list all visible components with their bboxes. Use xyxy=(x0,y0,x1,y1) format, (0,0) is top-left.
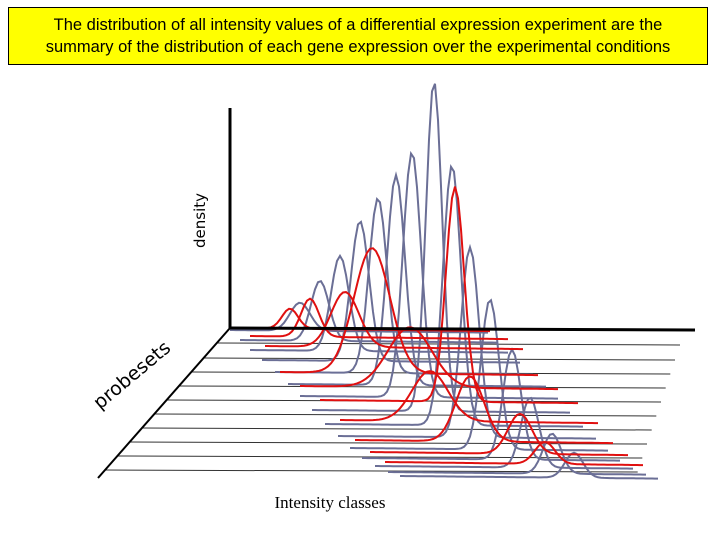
red-distribution-curve xyxy=(320,186,578,405)
red-distribution-curve xyxy=(300,326,558,391)
floor-line xyxy=(104,469,638,473)
gray-distribution-curve xyxy=(240,279,498,344)
intensity-label: Intensity classes xyxy=(275,493,386,512)
gray-distribution-curve xyxy=(350,298,608,452)
gray-distribution-curve xyxy=(388,432,646,476)
probesets-axis xyxy=(97,327,231,479)
red-distribution-curve xyxy=(265,291,523,351)
floor-line xyxy=(117,455,643,459)
gray-distribution-curve xyxy=(262,220,520,364)
floor-line xyxy=(154,413,657,417)
gray-distribution-curve xyxy=(300,150,558,400)
red-distribution-curve xyxy=(340,370,598,425)
gray-distribution-curve xyxy=(312,83,570,414)
floor-line xyxy=(129,441,648,445)
intensity-axis xyxy=(229,326,696,332)
floor-line xyxy=(141,427,652,431)
red-distribution-curve xyxy=(355,375,613,445)
probesets-label: probesets xyxy=(89,337,175,414)
red-distribution-curve xyxy=(385,440,643,467)
title-line-2: summary of the distribution of each gene… xyxy=(45,38,671,56)
density-label: density xyxy=(191,193,209,248)
red-curves xyxy=(232,186,643,467)
gray-distribution-curve xyxy=(400,451,658,480)
red-distribution-curve xyxy=(370,412,628,457)
gray-distribution-curve xyxy=(375,396,633,470)
title-line-1: The distribution of all intensity values… xyxy=(53,16,663,34)
gray-distribution-curve xyxy=(338,243,596,440)
title-banner: The distribution of all intensity values… xyxy=(8,7,708,65)
gray-distribution-curve xyxy=(288,171,546,388)
red-distribution-curve xyxy=(250,297,508,341)
red-distribution-curve xyxy=(280,247,538,377)
floor-line xyxy=(178,385,666,389)
gray-curves xyxy=(230,83,658,480)
